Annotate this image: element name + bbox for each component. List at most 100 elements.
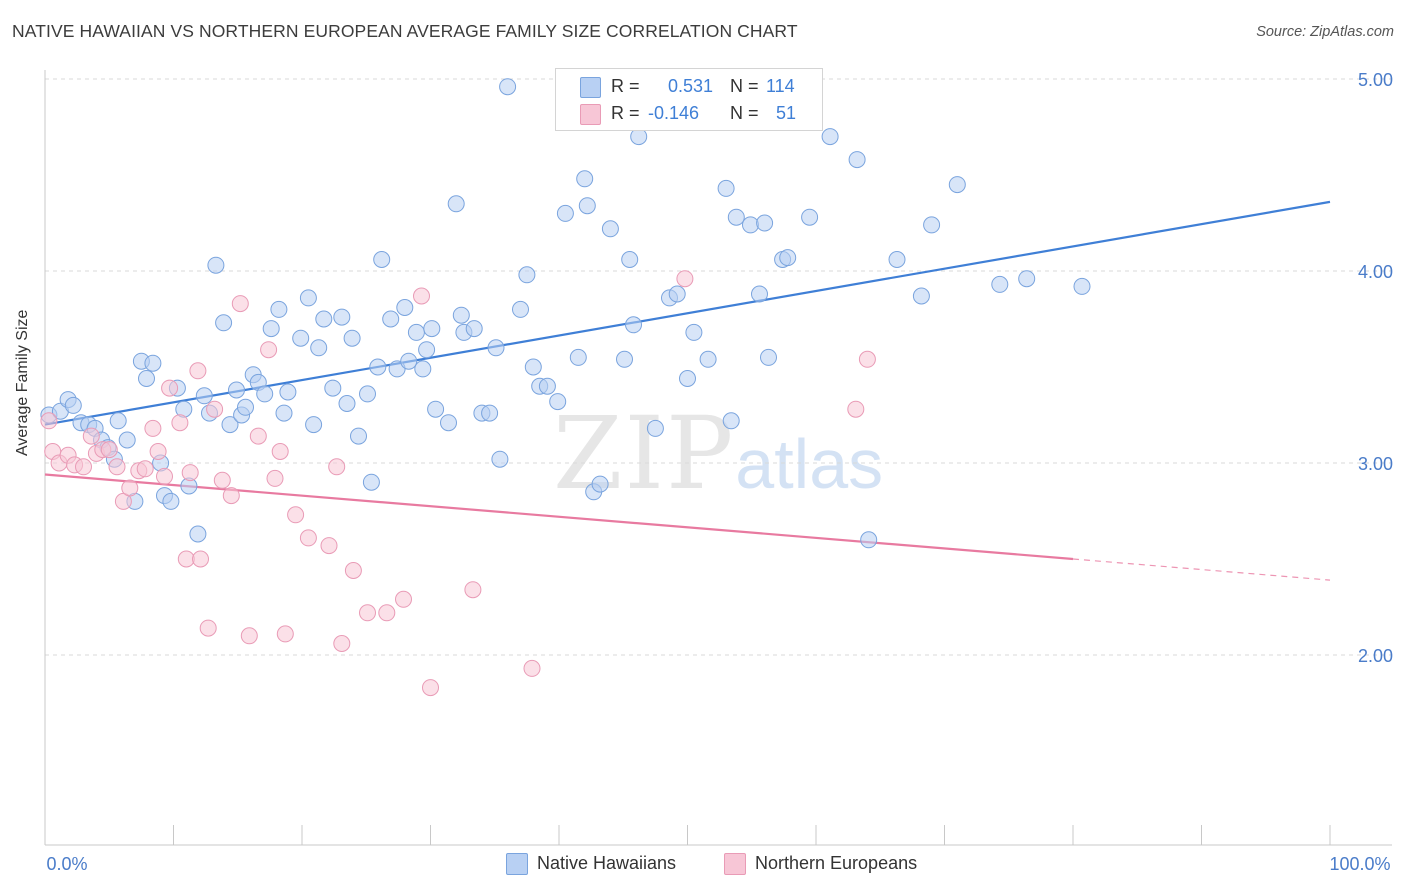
watermark-zip: ZIP (553, 395, 736, 512)
native-hawaiian-point (447, 195, 465, 213)
native-hawaiian-point (162, 492, 180, 510)
native-hawaiian-point (118, 431, 136, 449)
native-hawaiian-point (538, 377, 556, 395)
native-hawaiian-point (556, 204, 574, 222)
northern-european-point (847, 400, 865, 418)
native-hawaiian-point (630, 128, 648, 146)
northern-european-point (100, 441, 118, 459)
native-hawaiian-point (591, 475, 609, 493)
native-hawaiian-point (423, 320, 441, 338)
native-hawaiian-point (338, 395, 356, 412)
native-hawaiian-point (848, 151, 866, 169)
native-hawaiian-point (373, 251, 391, 268)
y-tick-label: 3.00 (1358, 454, 1393, 474)
native-hawaiian-point (491, 450, 509, 468)
native-hawaiian-point (569, 348, 587, 366)
northern-european-point (108, 458, 126, 476)
native-hawaiian-point (400, 352, 418, 370)
watermark-atlas: atlas (735, 425, 884, 503)
northern-european-point (189, 362, 207, 380)
grid-layer (45, 78, 1392, 656)
northern-european-point (523, 659, 541, 677)
native-hawaiian-point (279, 383, 297, 401)
native-hawaiian-point (221, 416, 239, 434)
source-label: Source: ZipAtlas.com (1256, 24, 1394, 40)
native-hawaiian-point (262, 320, 280, 338)
bottom-legend-swatch-blue (506, 853, 528, 875)
northern-european-point (359, 604, 376, 622)
chart-title: NATIVE HAWAIIAN VS NORTHERN EUROPEAN AVE… (12, 21, 798, 41)
northern-european-point (333, 635, 351, 652)
native-hawaiian-point (888, 251, 906, 268)
northern-european-point (40, 412, 58, 430)
native-hawaiian-point (578, 197, 596, 215)
native-hawaiian-point (668, 285, 686, 303)
native-hawaiian-point (343, 329, 361, 347)
northern-european-point (181, 464, 199, 482)
native-hawaiian-point (499, 78, 517, 96)
native-hawaiian-point (524, 358, 542, 376)
native-hawaiian-point (275, 404, 293, 422)
native-hawaiian-point (518, 266, 536, 284)
legend-r-value: -0.146 (648, 103, 700, 123)
native-hawaiian-point (382, 310, 400, 328)
native-hawaiian-point (189, 525, 207, 543)
northern-european-point (299, 529, 317, 547)
northern-european-point (260, 341, 278, 359)
native-hawaiian-point (396, 299, 414, 316)
legend-swatch-blue (580, 77, 601, 98)
native-hawaiian-point (427, 400, 445, 418)
y-axis-label: Average Family Size (14, 309, 31, 456)
tick-label-layer: 2.00 3.00 4.00 5.00 0.0% 100.0% (46, 70, 1393, 874)
native-hawaiian-point (512, 300, 529, 318)
northern-european-point (199, 619, 217, 637)
native-hawaiian-point (679, 370, 696, 387)
native-hawaiian-point (64, 396, 82, 414)
native-hawaiian-point (362, 473, 380, 491)
y-tick-label: 4.00 (1358, 262, 1393, 282)
northern-european-point (271, 443, 289, 460)
native-hawaiian-point (948, 176, 966, 194)
native-hawaiian-point (751, 285, 768, 303)
native-hawaiian-point (646, 419, 664, 437)
northern-european-point (249, 427, 267, 445)
bottom-legend-label: Northern Europeans (755, 853, 918, 873)
northern-european-point (858, 350, 876, 368)
native-hawaiian-point (481, 404, 499, 422)
native-hawaiian-point (616, 350, 633, 368)
northern-european-point (276, 625, 294, 643)
native-hawaiian-point (699, 350, 717, 368)
native-hawaiian-point (452, 306, 470, 324)
native-hawaiian-point (727, 208, 745, 226)
native-hawaiian-point (407, 323, 425, 341)
northern-european-point (156, 467, 173, 485)
x-tick-label: 0.0% (46, 854, 87, 874)
watermark: ZIPatlas (553, 395, 883, 512)
native-hawaiian-point (601, 220, 619, 238)
legend-n-value: 51 (776, 103, 797, 123)
native-hawaiian-point (310, 339, 328, 357)
northern-european-trendline-extension (1072, 558, 1331, 581)
native-hawaiian-point (685, 323, 703, 341)
native-hawaiian-point (487, 339, 505, 357)
y-tick-label: 5.00 (1358, 70, 1393, 90)
native-hawaiian-point (414, 360, 432, 378)
bottom-legend-swatch-pink (724, 853, 746, 875)
legend-r-label: R = (611, 76, 640, 96)
northern-european-point (222, 487, 240, 505)
native-hawaiian-point (299, 289, 317, 307)
native-hawaiian-point (1073, 277, 1091, 295)
legend-r-label: R = (611, 103, 640, 123)
native-hawaiian-point (621, 251, 639, 268)
y-tick-label: 2.00 (1358, 646, 1393, 666)
bottom-legend-label: Native Hawaiians (537, 853, 677, 873)
northern-european-point (177, 550, 195, 568)
northern-european-point (266, 469, 284, 487)
northern-european-point (240, 627, 258, 645)
northern-european-point (206, 400, 224, 418)
native-hawaiian-point (801, 208, 819, 226)
native-hawaiian-point (440, 414, 457, 432)
legend-n-value: 114 (766, 76, 795, 96)
native-hawaiian-point (207, 256, 225, 274)
